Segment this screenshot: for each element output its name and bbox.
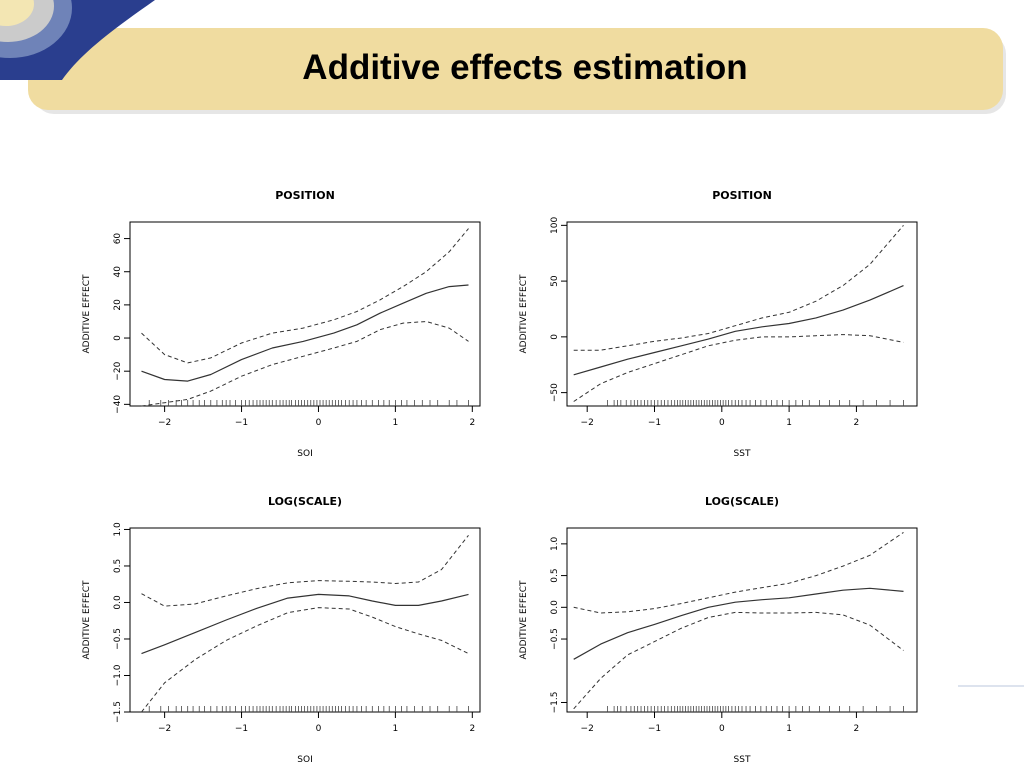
confidence-band-line [141,228,469,364]
x-tick-label: 0 [316,724,322,734]
x-tick-label: 0 [719,724,725,734]
y-tick-label: 0.0 [550,600,560,615]
chart-logscale-sst: LOG(SCALE) −2 −1 0 1 2 −1.5 −0.5 0.0 0.5 1.0 SST ADD… [519,495,918,765]
y-axis-label: ADDITIVE EFFECT [519,274,529,354]
x-tick-label: 1 [786,418,792,428]
slide-title: Additive effects estimation [302,48,748,87]
y-tick-label: 50 [550,275,560,287]
x-tick-label: −1 [235,418,248,428]
y-tick-label: 0 [113,335,123,341]
chart-logscale-soi: LOG(SCALE) −2 −1 0 1 2 −1.5 −1.0 −0.5 0.0 0.5 1.0 SO… [82,495,481,765]
x-tick-label: −1 [235,724,248,734]
x-tick-label: 0 [316,418,322,428]
estimate-line [141,284,469,382]
y-tick-label: −50 [550,383,560,402]
x-tick-label: 1 [393,418,399,428]
chart-title: POSITION [712,189,772,202]
y-tick-label: 20 [113,299,123,311]
chart-position-soi: POSITION −2 −1 0 1 2 −40 −20 0 20 40 60 SOI ADDITIVE … [82,189,481,459]
confidence-band-line [573,224,904,351]
y-tick-label: 1.0 [550,536,560,551]
title-banner [28,28,1003,110]
y-tick-label: 1.0 [113,522,123,537]
chart-position-sst: POSITION −2 −1 0 1 2 −50 0 50 100 SST ADDITIVE EFFE… [519,189,918,459]
estimate-line [573,285,904,376]
confidence-band-line [573,611,904,710]
estimate-line [573,587,904,660]
y-tick-label: −1.5 [113,701,123,723]
x-tick-label: 2 [854,724,860,734]
x-tick-label: 2 [469,418,475,428]
x-tick-label: 2 [469,724,475,734]
y-tick-label: −0.5 [550,628,560,650]
y-tick-label: 100 [550,216,560,233]
x-tick-label: −1 [648,418,661,428]
x-axis-label: SST [734,449,751,459]
x-tick-label: −2 [581,724,594,734]
y-tick-label: 40 [113,266,123,278]
chart-title: POSITION [275,189,335,202]
plot-frame [566,221,918,407]
y-axis-label: ADDITIVE EFFECT [82,274,92,354]
y-tick-label: −20 [113,361,123,380]
plot-frame [129,221,481,407]
x-tick-label: −2 [158,418,171,428]
corner-decoration-pale [0,0,34,26]
x-tick-label: 1 [786,724,792,734]
y-tick-label: 0 [550,334,560,340]
y-tick-label: −1.0 [113,664,123,686]
estimate-line [141,593,469,655]
x-axis-label: SOI [297,449,312,459]
confidence-band-line [141,321,469,407]
x-tick-label: 1 [393,724,399,734]
y-tick-label: 0.5 [113,559,123,573]
y-tick-label: −40 [113,395,123,414]
y-tick-label: 0.0 [113,595,123,610]
confidence-band-line [141,534,469,607]
plot-frame [566,527,918,713]
y-tick-label: 0.5 [550,568,560,582]
y-axis-label: ADDITIVE EFFECT [519,580,529,660]
confidence-band-line [573,531,904,614]
y-axis-label: ADDITIVE EFFECT [82,580,92,660]
x-tick-label: 0 [719,418,725,428]
y-tick-label: 60 [113,233,123,245]
x-tick-label: 2 [854,418,860,428]
x-axis-label: SOI [297,755,312,765]
confidence-band-line [573,334,904,402]
chart-title: LOG(SCALE) [705,495,779,508]
x-tick-label: −2 [158,724,171,734]
y-tick-label: −1.5 [550,692,560,714]
x-tick-label: −1 [648,724,661,734]
y-tick-label: −0.5 [113,628,123,650]
x-axis-label: SST [734,755,751,765]
x-tick-label: −2 [581,418,594,428]
confidence-band-line [141,607,469,713]
plot-frame [129,527,481,713]
chart-title: LOG(SCALE) [268,495,342,508]
